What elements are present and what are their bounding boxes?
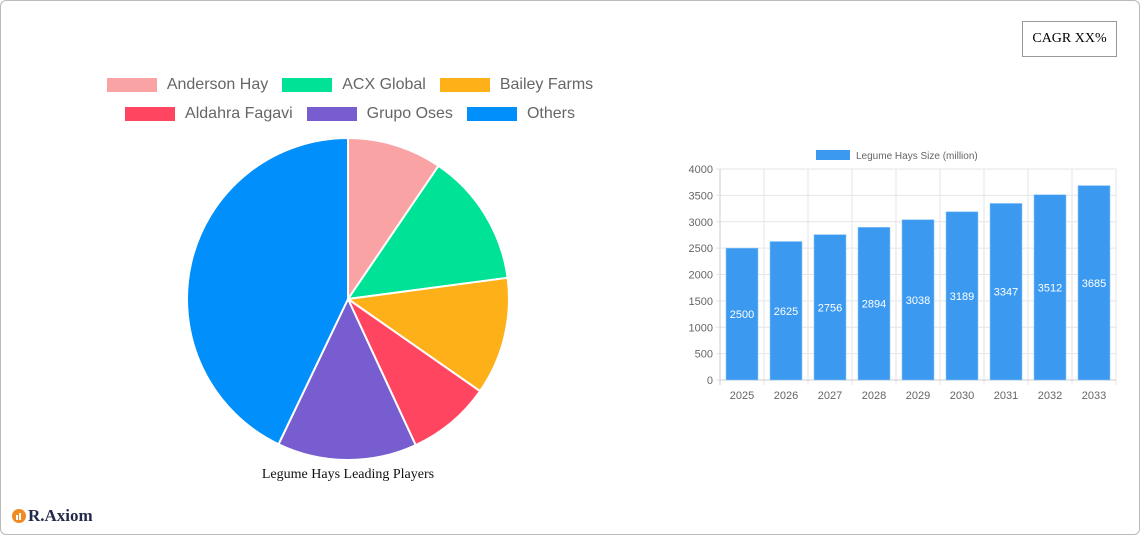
bar-value-label: 3685 — [1082, 278, 1106, 290]
x-tick-label: 2032 — [1038, 390, 1062, 402]
bar[interactable] — [945, 211, 979, 381]
bar-value-label: 2625 — [774, 306, 798, 318]
legend-swatch — [106, 78, 157, 92]
pie-slice[interactable] — [277, 296, 417, 461]
pie-legend-row1: Anderson Hay ACX Global Bailey Farms — [60, 76, 640, 94]
bar-legend-label: Legume Hays Size (million) — [856, 151, 978, 162]
bar[interactable] — [725, 247, 759, 381]
legend-label: Aldahra Fagavi — [185, 105, 293, 122]
y-tick-label: 1500 — [689, 296, 713, 308]
y-tick-label: 3000 — [689, 217, 713, 229]
pie-slice[interactable] — [345, 276, 510, 393]
bar-value-label: 3347 — [994, 287, 1018, 299]
bar-value-label: 3512 — [1038, 282, 1062, 294]
x-tick-label: 2025 — [730, 390, 754, 402]
logo-icon — [12, 509, 26, 523]
legend-label: Bailey Farms — [499, 76, 594, 93]
bar[interactable] — [1077, 185, 1111, 381]
pie-chart — [186, 136, 510, 461]
y-tick-label: 3500 — [689, 190, 713, 202]
y-tick-label: 4000 — [689, 164, 713, 176]
legend-item[interactable]: Bailey Farms — [439, 76, 594, 94]
bar[interactable] — [769, 241, 803, 381]
y-tick-label: 0 — [707, 375, 713, 387]
pie-slice[interactable] — [345, 296, 482, 447]
legend-item[interactable]: Grupo Oses — [306, 105, 453, 123]
x-tick-label: 2031 — [994, 390, 1018, 402]
legend-swatch — [282, 78, 333, 92]
bar-chart: Legume Hays Size (million) 0 500 1000 1500 20… — [689, 150, 1117, 402]
legend-swatch — [125, 107, 176, 121]
x-tick-label: 2029 — [906, 390, 930, 402]
y-tick-label: 500 — [695, 349, 713, 361]
x-tick-label: 2030 — [950, 390, 974, 402]
legend-label: Others — [526, 105, 575, 122]
x-tick-label: 2028 — [862, 390, 886, 402]
bar[interactable] — [813, 234, 847, 381]
x-tick-label: 2026 — [774, 390, 798, 402]
brand-name: R.Axiom — [28, 506, 93, 525]
bar-value-label: 2894 — [862, 299, 886, 311]
x-tick-label: 2027 — [818, 390, 842, 402]
x-tick-label: 2033 — [1082, 390, 1106, 402]
bar-value-label: 3038 — [906, 295, 930, 307]
pie-title: Legume Hays Leading Players — [261, 467, 435, 482]
bar[interactable] — [857, 227, 891, 381]
bar[interactable] — [1033, 194, 1067, 381]
pie-slice[interactable] — [347, 136, 440, 303]
legend-swatch — [439, 78, 490, 92]
bar-legend-swatch — [816, 150, 850, 160]
bar-value-label: 2500 — [730, 309, 754, 321]
pie-legend-row2: Aldahra Fagavi Grupo Oses Others — [60, 105, 640, 123]
legend-label: Anderson Hay — [166, 76, 269, 93]
legend-item[interactable]: ACX Global — [282, 76, 426, 94]
pie-slice[interactable] — [345, 164, 509, 301]
legend-label: ACX Global — [342, 76, 426, 93]
legend-swatch — [306, 107, 357, 121]
y-tick-label: 1000 — [689, 322, 713, 334]
brand-logo: R.Axiom — [12, 506, 93, 526]
legend-item[interactable]: Aldahra Fagavi — [125, 105, 293, 123]
cagr-badge: CAGR XX% — [1022, 21, 1117, 57]
bar[interactable] — [989, 203, 1023, 381]
bar-value-label: 3189 — [950, 291, 974, 303]
pie-slice[interactable] — [186, 136, 349, 446]
y-tick-label: 2000 — [689, 270, 713, 282]
legend-swatch — [466, 107, 517, 121]
y-tick-label: 2500 — [689, 243, 713, 255]
bar[interactable] — [901, 219, 935, 381]
legend-label: Grupo Oses — [366, 105, 453, 122]
bar-value-label: 2756 — [818, 302, 842, 314]
legend-item[interactable]: Anderson Hay — [106, 76, 269, 94]
legend-item[interactable]: Others — [466, 105, 575, 123]
